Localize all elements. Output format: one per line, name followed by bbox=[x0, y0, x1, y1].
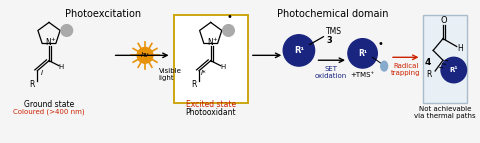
Text: Coloured (>400 nm): Coloured (>400 nm) bbox=[13, 108, 85, 115]
Text: N: N bbox=[45, 38, 51, 47]
Text: 4: 4 bbox=[424, 58, 431, 67]
Circle shape bbox=[137, 47, 153, 63]
Text: H: H bbox=[59, 64, 64, 70]
Text: •: • bbox=[377, 39, 383, 49]
Text: R: R bbox=[192, 80, 197, 89]
Text: R: R bbox=[427, 70, 432, 79]
Ellipse shape bbox=[381, 61, 387, 71]
Text: 3: 3 bbox=[326, 36, 332, 45]
Text: Not achievable
via thermal paths: Not achievable via thermal paths bbox=[414, 106, 476, 119]
Text: Ground state: Ground state bbox=[24, 100, 74, 109]
Text: hν: hν bbox=[141, 52, 149, 58]
Circle shape bbox=[61, 25, 72, 36]
Text: +TMS⁺: +TMS⁺ bbox=[350, 72, 375, 78]
Text: R: R bbox=[30, 80, 35, 89]
Bar bbox=[423, 15, 468, 103]
Text: Excited state: Excited state bbox=[186, 100, 236, 109]
Text: +: + bbox=[50, 37, 55, 42]
Text: SET
oxidation: SET oxidation bbox=[315, 66, 348, 79]
Text: Visible
light: Visible light bbox=[159, 68, 181, 81]
Text: O: O bbox=[441, 16, 447, 25]
Circle shape bbox=[348, 39, 377, 68]
Text: •: • bbox=[226, 12, 232, 22]
Text: R¹: R¹ bbox=[358, 49, 367, 58]
Text: Photoexcitation: Photoexcitation bbox=[65, 9, 141, 19]
Text: +: + bbox=[212, 37, 217, 42]
Text: H: H bbox=[458, 44, 464, 53]
Bar bbox=[174, 15, 248, 103]
Text: TMS: TMS bbox=[326, 27, 342, 36]
Circle shape bbox=[283, 35, 314, 66]
Text: I: I bbox=[41, 70, 43, 76]
Text: Photochemical domain: Photochemical domain bbox=[277, 9, 389, 19]
Circle shape bbox=[441, 57, 467, 83]
Text: R¹: R¹ bbox=[449, 67, 458, 73]
Text: I*: I* bbox=[201, 70, 207, 76]
Text: Photooxidant: Photooxidant bbox=[185, 108, 236, 117]
Text: H: H bbox=[221, 64, 226, 70]
Text: N: N bbox=[207, 38, 213, 47]
Text: Radical
trapping: Radical trapping bbox=[391, 63, 420, 76]
Circle shape bbox=[223, 25, 234, 36]
Text: R¹: R¹ bbox=[294, 46, 304, 55]
